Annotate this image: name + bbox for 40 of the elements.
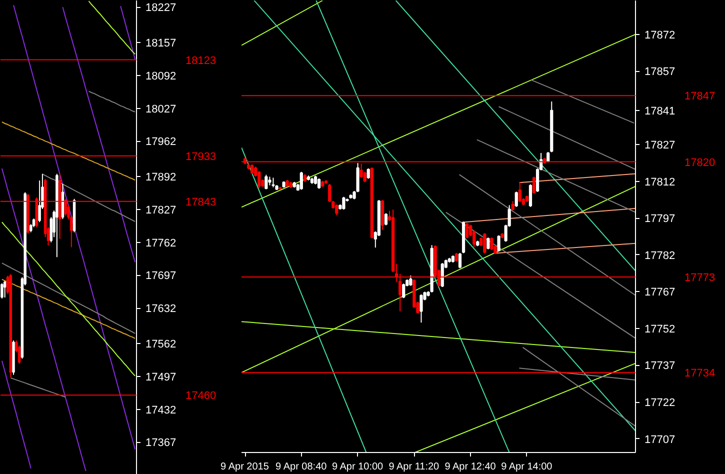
x-tick-label: 9 Apr 2015: [220, 462, 270, 472]
ref-line-label: 17734: [684, 368, 716, 380]
y-tick-label: 17797: [644, 213, 676, 226]
y-tick-label: 17722: [644, 397, 676, 410]
y-tick-label: 18227: [146, 2, 176, 14]
ref-line-label: 17460: [186, 390, 216, 402]
y-tick-label: 17707: [644, 434, 676, 446]
ref-line-label: 17843: [186, 196, 216, 208]
y-tick-label: 17827: [146, 204, 176, 216]
y-tick-label: 17827: [644, 140, 676, 152]
y-tick-label: 17432: [146, 404, 176, 416]
y-tick-label: 18157: [146, 38, 176, 50]
y-tick-label: 17632: [146, 303, 176, 316]
y-tick-label: 17812: [644, 176, 676, 188]
y-tick-label: 17697: [146, 270, 176, 282]
y-tick-label: 17737: [644, 360, 676, 372]
y-tick-label: 18092: [146, 70, 176, 82]
y-tick-label: 17857: [644, 66, 676, 78]
y-tick-label: 17872: [644, 29, 676, 42]
x-tick-label: 9 Apr 14:00: [501, 462, 553, 472]
x-tick-label: 9 Apr 10:00: [332, 462, 384, 472]
y-tick-label: 17892: [146, 172, 176, 184]
ref-line-label: 17847: [684, 90, 716, 103]
y-tick-label: 17962: [146, 136, 176, 148]
ref-line-label: 17820: [684, 156, 716, 169]
x-tick-label: 9 Apr 11:20: [388, 462, 440, 472]
y-tick-label: 17782: [644, 250, 676, 262]
y-tick-label: 17752: [644, 323, 676, 336]
ref-line-label: 17773: [684, 272, 716, 284]
y-tick-label: 17497: [146, 371, 176, 384]
ref-line-label: 17933: [186, 150, 216, 163]
x-tick-label: 9 Apr 08:40: [276, 462, 328, 472]
y-tick-label: 17762: [146, 237, 176, 250]
y-tick-label: 17841: [644, 105, 676, 118]
y-tick-label: 17767: [644, 286, 676, 299]
y-tick-label: 17562: [146, 338, 176, 351]
y-tick-label: 17367: [146, 437, 176, 450]
ref-line-label: 18123: [186, 54, 216, 67]
x-tick-label: 9 Apr 12:40: [444, 462, 496, 472]
y-tick-label: 18027: [146, 103, 176, 116]
